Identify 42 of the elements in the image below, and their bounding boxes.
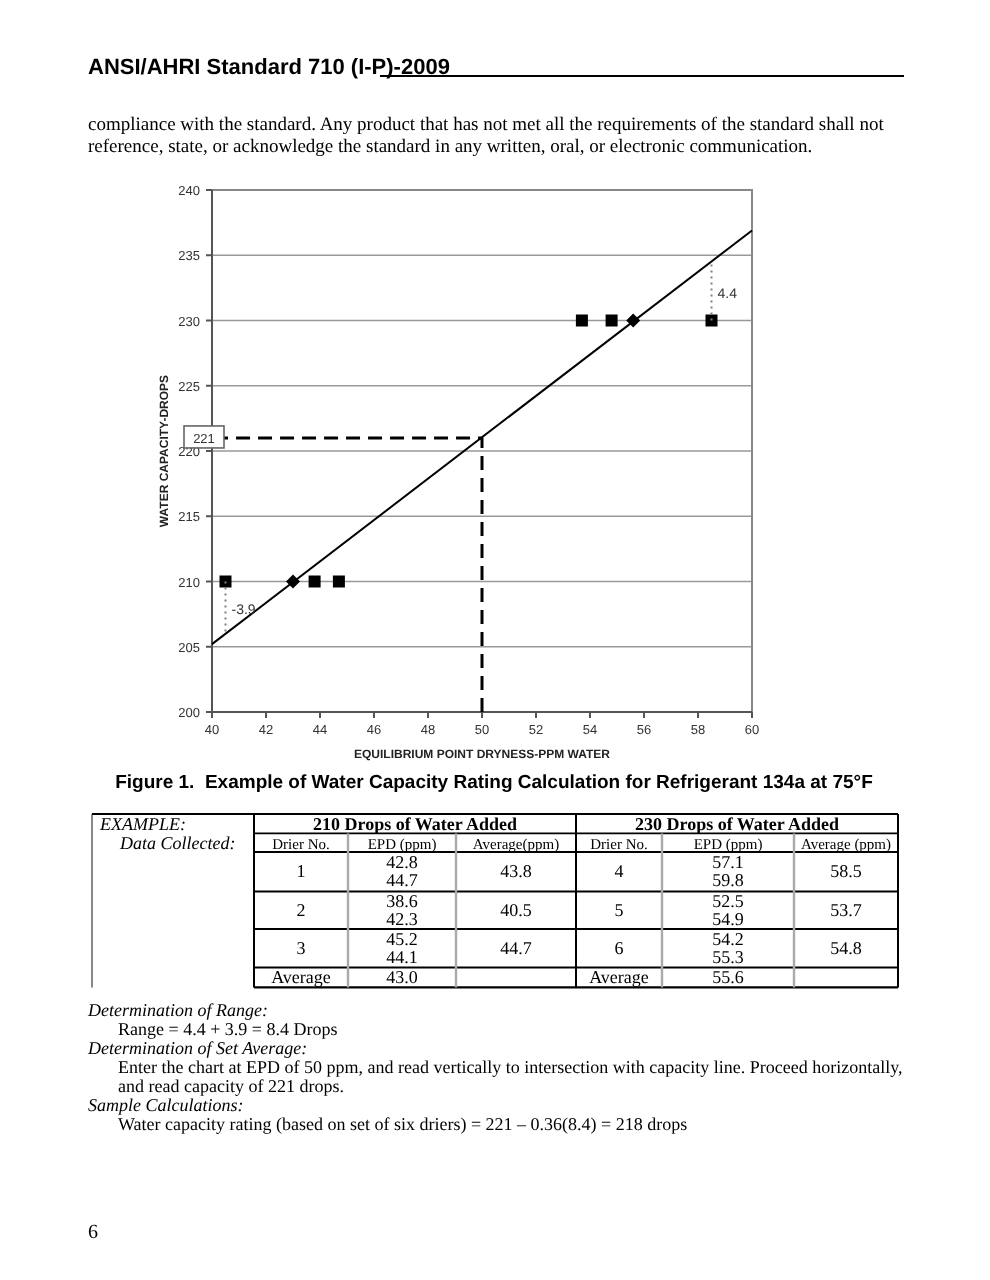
text: 42.3 <box>386 909 419 930</box>
text: Sample Calculations: <box>88 1095 244 1115</box>
text: Enter the chart at EPD of 50 ppm, and read vertically to intersection with capacity line. Proceed horizontally, and read capacity of 221 drops. <box>118 1057 903 1096</box>
text: 59.8 <box>712 870 745 890</box>
text: Data Collected: <box>118 833 236 853</box>
text: 4 <box>614 861 625 881</box>
text: 43.0 <box>386 967 419 987</box>
text: 58.5 <box>830 861 863 881</box>
text: Average <box>271 967 331 987</box>
text: 1 <box>296 861 306 881</box>
text: 40.5 <box>500 900 533 921</box>
text: Determination of Range: <box>86 1000 268 1020</box>
text: 42.8 <box>386 852 419 872</box>
text: 55.6 <box>712 967 745 987</box>
text: 54.2 <box>712 929 744 949</box>
text: 44.1 <box>386 947 418 967</box>
text: Determination of Set Average: <box>86 1038 308 1058</box>
text: 43.8 <box>500 861 533 881</box>
text: 6 <box>614 938 625 958</box>
text: 5 <box>614 900 625 921</box>
text: compliance with the standard. Any product that has not met all the requirements of the standard shall not reference, state, or acknowledge the standard in any written, oral, or electronic communication. <box>88 116 885 158</box>
text: 3 <box>296 938 307 958</box>
text: 6 <box>88 1222 98 1244</box>
text: EXAMPLE: <box>98 814 186 834</box>
text: 54.8 <box>830 938 863 958</box>
text: 57.1 <box>712 852 744 872</box>
text: 44.7 <box>500 938 533 958</box>
text: Figure 1. Example of Water Capacity Rating Calculation for Refrigerant 134a at 75°F <box>115 772 874 794</box>
text: 55.3 <box>712 947 745 967</box>
text: 38.6 <box>386 891 419 912</box>
text: 230 Drops of Water Added <box>634 814 840 834</box>
text: 52.5 <box>712 891 745 912</box>
text: 44.7 <box>386 870 419 890</box>
text: 53.7 <box>830 900 863 921</box>
text: Average <box>589 967 649 987</box>
text: Range = 4.4 + 3.9 = 8.4 Drops <box>118 1019 339 1039</box>
text: 210 Drops of Water Added <box>312 814 518 834</box>
text: 2 <box>296 900 306 921</box>
text: 54.9 <box>712 909 745 930</box>
text: Water capacity rating (based on set of six driers) = 221 – 0.36(8.4) = 218 drops <box>118 1114 689 1134</box>
text: 45.2 <box>386 929 418 949</box>
text: ANSI/AHRI Standard 710 (I-P)-2009 <box>88 56 450 80</box>
